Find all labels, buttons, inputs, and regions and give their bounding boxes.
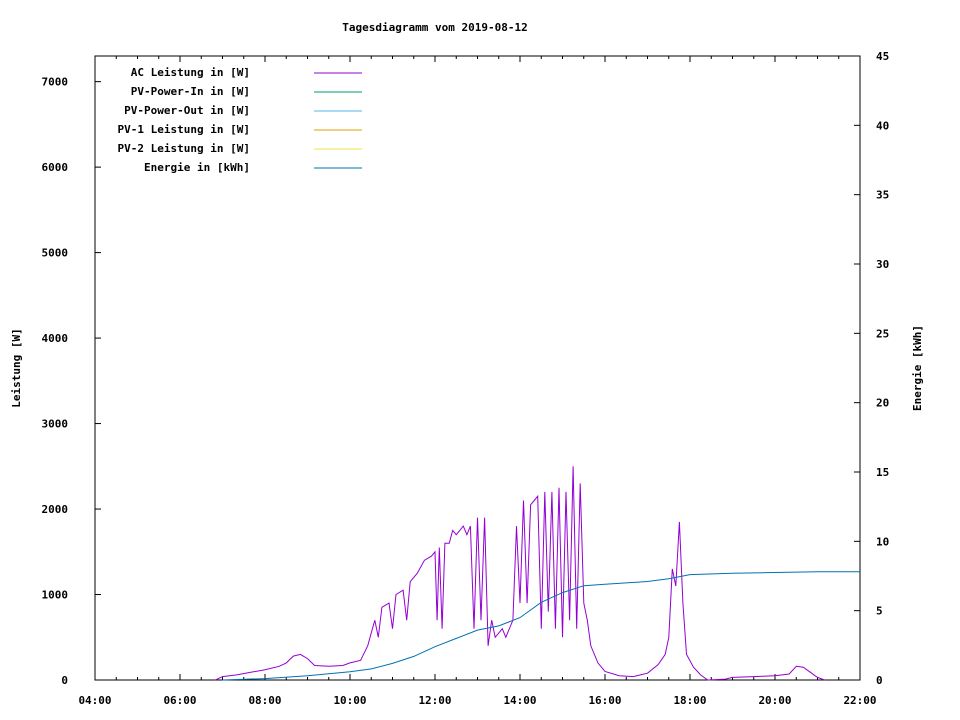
- y-tick-label: 5000: [42, 247, 69, 260]
- y-axis-label: Leistung [W]: [10, 328, 23, 407]
- y2-tick-label: 5: [876, 605, 883, 618]
- x-tick-label: 06:00: [163, 694, 196, 707]
- x-tick-label: 12:00: [418, 694, 451, 707]
- legend-label: Energie in [kWh]: [144, 161, 250, 174]
- x-tick-label: 18:00: [673, 694, 706, 707]
- y-tick-label: 6000: [42, 161, 69, 174]
- legend: AC Leistung in [W] PV-Power-In in [W] PV-P…: [118, 66, 362, 174]
- y-tick-label: 7000: [42, 76, 69, 89]
- y2-tick-label: 10: [876, 535, 889, 548]
- y2-axis-label: Energie [kWh]: [911, 325, 924, 411]
- y2-tick-label: 45: [876, 50, 889, 63]
- y-tick-label: 0: [61, 674, 68, 687]
- series-line: [222, 571, 860, 681]
- x-tick-label: 04:00: [78, 694, 111, 707]
- y2-tick-label: 0: [876, 674, 883, 687]
- y-tick-label: 1000: [42, 589, 69, 602]
- plot-lines: [215, 466, 860, 681]
- y2-tick-label: 20: [876, 397, 889, 410]
- y2-tick-label: 35: [876, 189, 889, 202]
- legend-label: AC Leistung in [W]: [131, 66, 250, 79]
- y-tick-label: 3000: [42, 418, 69, 431]
- y-tick-label: 4000: [42, 332, 69, 345]
- y2-tick-label: 40: [876, 119, 889, 132]
- y2-tick-label: 25: [876, 327, 889, 340]
- legend-label: PV-2 Leistung in [W]: [118, 142, 250, 155]
- x-tick-label: 08:00: [248, 694, 281, 707]
- x-tick-label: 16:00: [588, 694, 621, 707]
- legend-label: PV-Power-Out in [W]: [124, 104, 250, 117]
- chart-title: Tagesdiagramm vom 2019-08-12: [342, 21, 527, 34]
- x-tick-label: 20:00: [758, 694, 791, 707]
- y2-tick-label: 15: [876, 466, 889, 479]
- x-tick-label: 14:00: [503, 694, 536, 707]
- y2-tick-label: 30: [876, 258, 889, 271]
- y-tick-label: 2000: [42, 503, 69, 516]
- legend-label: PV-1 Leistung in [W]: [118, 123, 250, 136]
- legend-label: PV-Power-In in [W]: [131, 85, 250, 98]
- x-tick-label: 22:00: [843, 694, 876, 707]
- x-tick-label: 10:00: [333, 694, 366, 707]
- axis-ticks: 04:00 06:00 08:00 10:00 12:00 14:00 16:00 18:00…: [42, 50, 890, 707]
